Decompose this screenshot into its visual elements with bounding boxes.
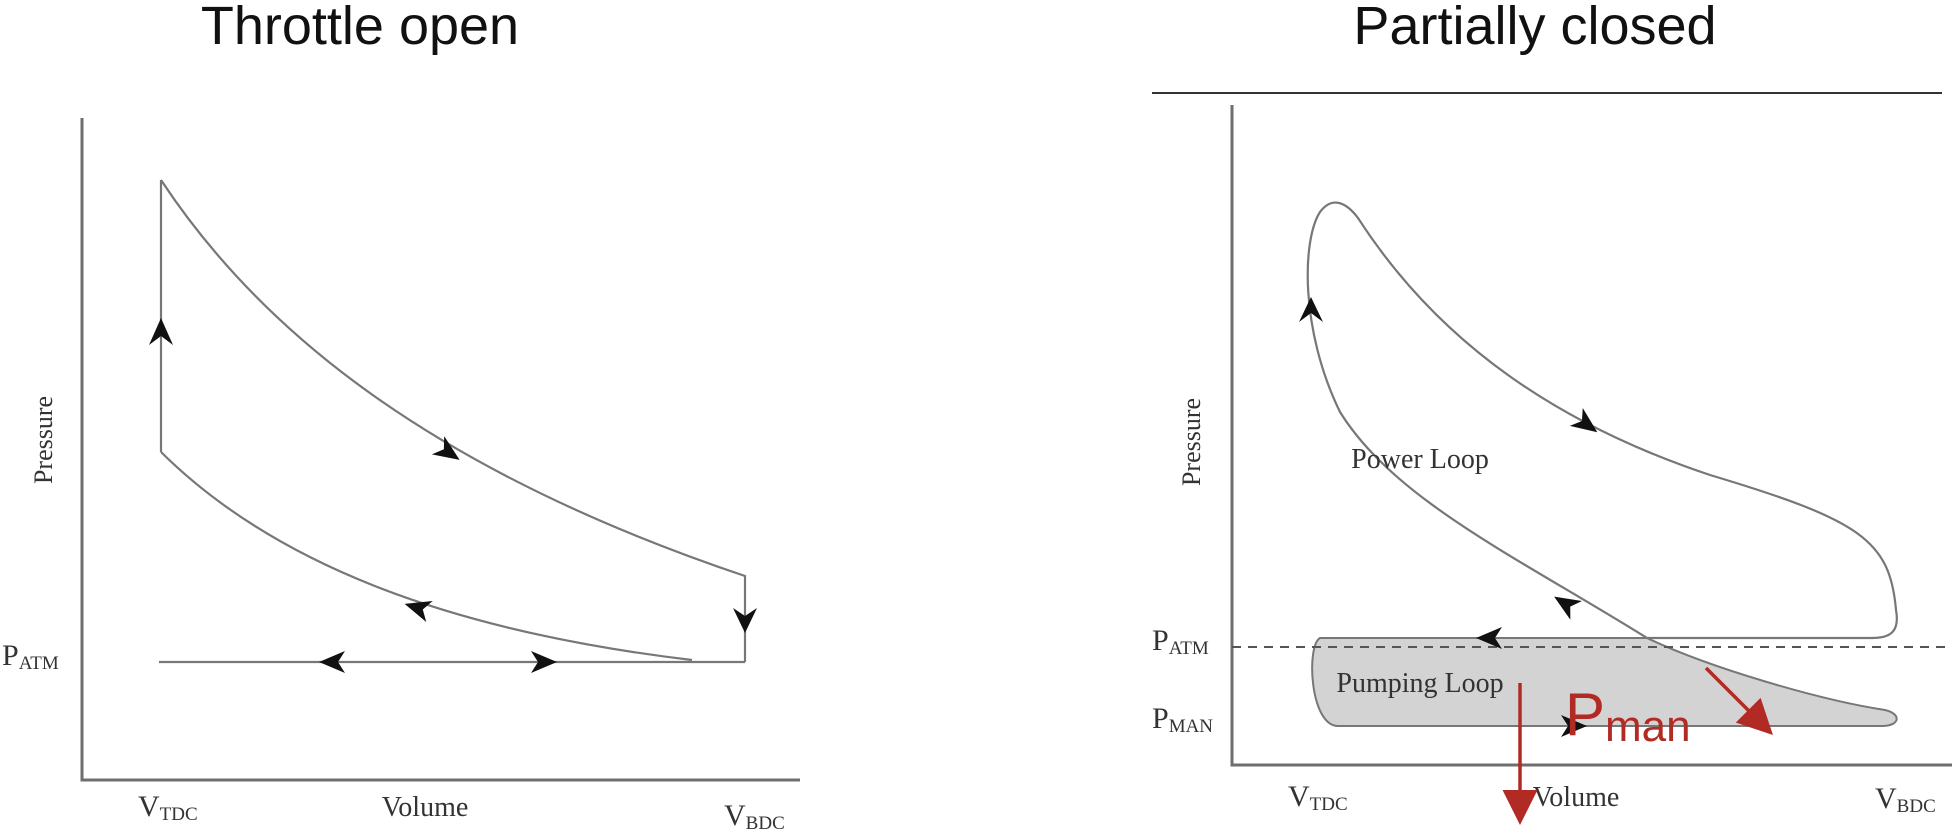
xlabel-left: Volume <box>382 792 469 823</box>
vtdc-label-right: VTDC <box>1288 780 1348 815</box>
axes-left <box>80 118 800 782</box>
panel-title-partially-closed: Partially closed <box>1353 0 1716 56</box>
arrow-right-icon <box>531 651 557 673</box>
arrow-up-icon <box>149 318 173 345</box>
pman-annotation: Pman <box>1502 666 1773 825</box>
power-loop-curve <box>1306 201 1898 640</box>
arrow-compression-icon <box>1554 596 1583 620</box>
arrow-up-icon <box>1299 297 1323 322</box>
pman-annotation-label: Pman <box>1565 681 1691 751</box>
arrow-right-icon <box>1561 715 1587 737</box>
cycle-arrows-right <box>1299 297 1598 737</box>
ylabel-left: Pressure <box>29 396 58 484</box>
patm-label-left: PATM <box>2 639 59 674</box>
pman-label: PMAN <box>1152 702 1213 737</box>
arrow-expansion-icon <box>1569 408 1598 433</box>
red-arrow-diagonal-icon <box>1704 666 1773 735</box>
vtdc-label-left: VTDC <box>138 790 198 825</box>
patm-label-right: PATM <box>1152 624 1209 659</box>
xlabel-right: Volume <box>1533 782 1620 813</box>
compression-curve <box>160 451 693 662</box>
axes-right <box>1230 105 1952 767</box>
arrow-down-icon <box>733 608 757 633</box>
vbdc-label-right: VBDC <box>1875 782 1936 817</box>
arrow-compression-icon <box>404 600 433 623</box>
arrow-left-icon <box>1476 627 1502 649</box>
arrow-expansion-icon <box>431 436 460 460</box>
power-loop-label: Power Loop <box>1351 444 1489 475</box>
arrow-left-icon <box>319 651 345 673</box>
ylabel-right: Pressure <box>1177 398 1206 486</box>
cycle-arrows-left <box>149 318 757 673</box>
vbdc-label-left: VBDC <box>724 799 785 834</box>
panel-throttle-open: Throttle open Pressure PATM VTDC Volume … <box>2 0 800 834</box>
panel-partially-closed: Partially closed Pressure Power Loop Pum… <box>1152 0 1952 825</box>
panel-title-throttle-open: Throttle open <box>201 0 519 56</box>
expansion-curve <box>160 179 747 662</box>
pumping-loop-label: Pumping Loop <box>1336 668 1503 699</box>
cycle-curves-left <box>159 179 747 664</box>
